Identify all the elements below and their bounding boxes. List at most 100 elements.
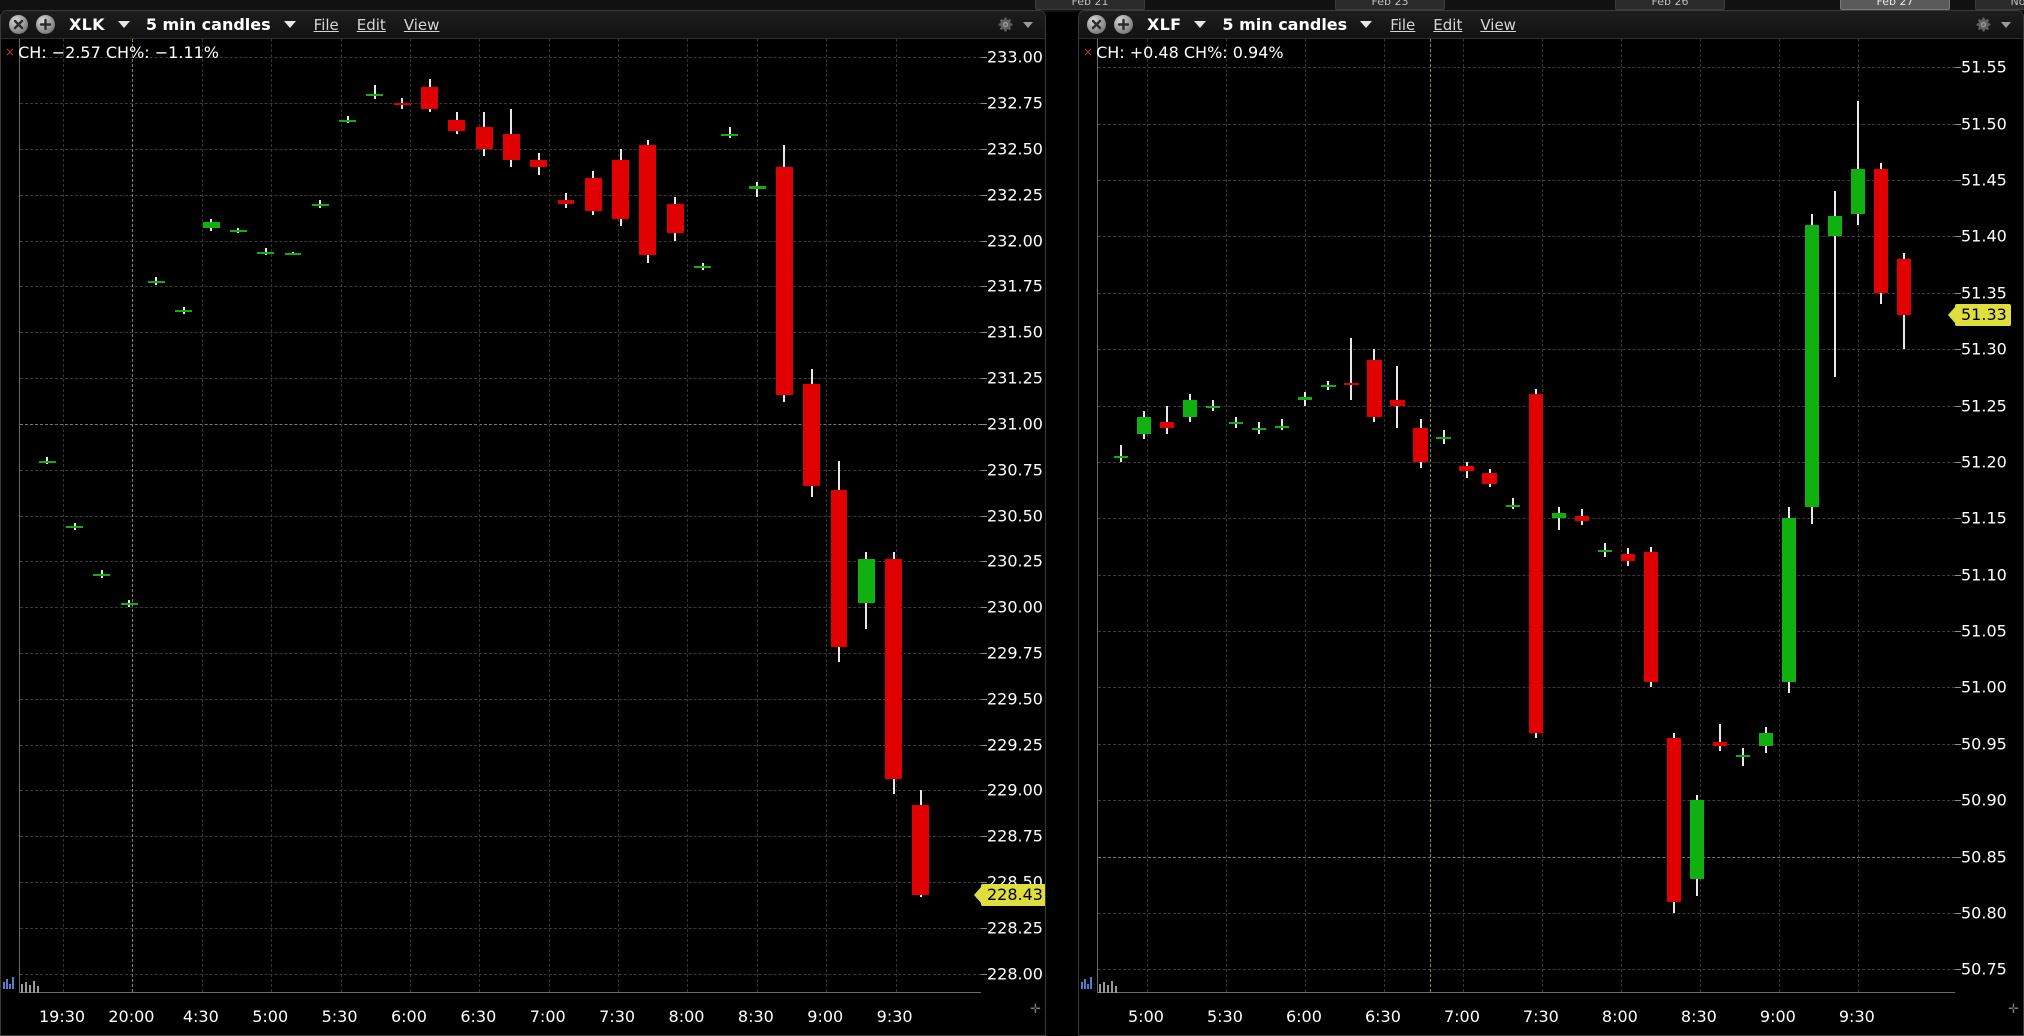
time-tick-label: 6:00 (1285, 1007, 1322, 1026)
window-tab[interactable]: Feb 27 (1840, 0, 1950, 10)
price-tick-mark (981, 790, 987, 792)
time-tick-label: 9:30 (1838, 1007, 1875, 1026)
candle-body (1252, 428, 1267, 431)
time-tick-label: 7:30 (1522, 1007, 1559, 1026)
close-indicator-icon[interactable]: × (5, 45, 16, 59)
candle (66, 39, 84, 992)
price-tick-label: 50.95 (1961, 734, 2007, 754)
last-price-badge[interactable]: 228.43 (981, 883, 1045, 906)
price-tick-mark (1955, 236, 1961, 238)
price-tick-mark (1955, 349, 1961, 351)
price-tick-label: 231.00 (987, 414, 1043, 434)
last-price-badge[interactable]: 51.33 (1955, 304, 2011, 327)
interval-chevron-down-icon[interactable] (283, 21, 296, 28)
interval-label[interactable]: 5 min candles (145, 15, 271, 34)
menu-view[interactable]: View (1480, 16, 1516, 34)
symbol-chevron-down-icon[interactable] (1194, 21, 1207, 28)
window-tab[interactable]: Nov 16 (1975, 0, 2024, 10)
candle (1252, 39, 1267, 992)
interval-chevron-down-icon[interactable] (1360, 21, 1373, 28)
candle (830, 39, 848, 992)
price-tick-label: 232.25 (987, 185, 1043, 205)
price-tick-mark (981, 194, 987, 196)
vertical-gridline (1778, 39, 1780, 992)
gridline (20, 286, 981, 288)
price-plot-left[interactable] (19, 39, 981, 993)
close-circle-icon[interactable] (1087, 15, 1106, 34)
close-indicator-icon[interactable]: × (1083, 45, 1094, 59)
symbol-chevron-down-icon[interactable] (117, 21, 130, 28)
menu-edit[interactable]: Edit (357, 16, 386, 34)
candle (1298, 39, 1313, 992)
candle-wick (1235, 416, 1238, 429)
price-tick-mark (1955, 856, 1961, 858)
change-label: CH: (18, 43, 47, 62)
price-tick-mark (981, 561, 987, 563)
gear-icon[interactable] (998, 17, 1013, 32)
menu-file[interactable]: File (1390, 16, 1415, 34)
candle-body (202, 222, 220, 228)
price-tick-mark (1955, 461, 1961, 463)
vertical-gridline (826, 39, 828, 992)
chart-resize-grip-right[interactable] (1099, 981, 1117, 993)
change-pct-label: CH%: (105, 43, 150, 62)
candle-body (284, 253, 302, 256)
candle (1229, 39, 1244, 992)
time-tick-label: 9:30 (876, 1007, 913, 1026)
window-tab[interactable]: Feb 26 (1615, 0, 1725, 10)
close-circle-icon[interactable] (9, 15, 28, 34)
price-axis-left[interactable]: 233.00 232.75 232.50 232.25 232.00 231.75 231.… (981, 39, 1045, 993)
candle-body (257, 251, 275, 254)
menu-file[interactable]: File (314, 16, 339, 34)
window-tab[interactable]: Feb 21 (1035, 0, 1145, 10)
time-axis-left[interactable]: 19:30 20:00 4:30 5:00 5:30 6:00 6:30 7:00 7:30 8:… (19, 993, 981, 1035)
time-tick-label: 9:00 (807, 1007, 844, 1026)
axis-corner-marker-right[interactable]: ✛ (2008, 1002, 2019, 1017)
gridline (20, 515, 981, 517)
scroll-handle-right[interactable] (1081, 973, 1095, 989)
price-tick-label: 229.75 (987, 643, 1043, 663)
price-tick-label: 231.75 (987, 276, 1043, 296)
vertical-gridline (1620, 39, 1622, 992)
price-tick-mark (981, 57, 987, 59)
window-tab[interactable]: Feb 23 (1335, 0, 1445, 10)
gridline (20, 836, 981, 838)
panel-options-chevron-down-icon[interactable] (2001, 21, 2011, 28)
gear-icon[interactable] (1976, 17, 1991, 32)
candle-body (1805, 225, 1820, 508)
symbol-label[interactable]: XLF (1147, 15, 1182, 34)
price-tick-label: 229.50 (987, 689, 1043, 709)
candle (120, 39, 138, 992)
gridline (20, 194, 981, 196)
candle-body (311, 203, 329, 206)
vertical-gridline (1146, 39, 1148, 992)
gridline (20, 57, 981, 59)
price-tick-label: 231.25 (987, 368, 1043, 388)
candle (530, 39, 548, 992)
menu-edit-label: Edit (356, 15, 386, 34)
axis-corner-marker-left[interactable]: ✛ (1030, 1002, 1041, 1017)
time-tick-label: 9:00 (1759, 1007, 1796, 1026)
panel-options-chevron-down-icon[interactable] (1023, 21, 1033, 28)
candle-body (1828, 216, 1843, 237)
vertical-gridline (895, 39, 897, 992)
candle-body (502, 134, 520, 160)
candle-body (1505, 504, 1520, 507)
price-plot-right[interactable] (1097, 39, 1955, 993)
menu-view[interactable]: View (404, 16, 440, 34)
candle-body (694, 266, 711, 269)
scroll-handle-left[interactable] (3, 973, 17, 989)
candle-body (366, 93, 384, 96)
menu-edit[interactable]: Edit (1433, 16, 1462, 34)
interval-label[interactable]: 5 min candles (1222, 15, 1348, 34)
price-tick-label: 51.05 (1961, 621, 2007, 641)
time-axis-right[interactable]: 5:00 5:30 6:00 6:30 7:00 7:30 8:00 8:30 9:00 9:30 (1097, 993, 1955, 1035)
candle-wick (1258, 422, 1261, 434)
add-circle-icon[interactable] (1114, 15, 1133, 34)
candle (666, 39, 684, 992)
chart-resize-grip-left[interactable] (21, 981, 39, 993)
candle (366, 39, 384, 992)
add-circle-icon[interactable] (36, 15, 55, 34)
price-axis-right[interactable]: 51.55 51.50 51.45 51.40 51.35 51.30 51.25 51.20… (1955, 39, 2023, 993)
symbol-label[interactable]: XLK (69, 15, 105, 34)
